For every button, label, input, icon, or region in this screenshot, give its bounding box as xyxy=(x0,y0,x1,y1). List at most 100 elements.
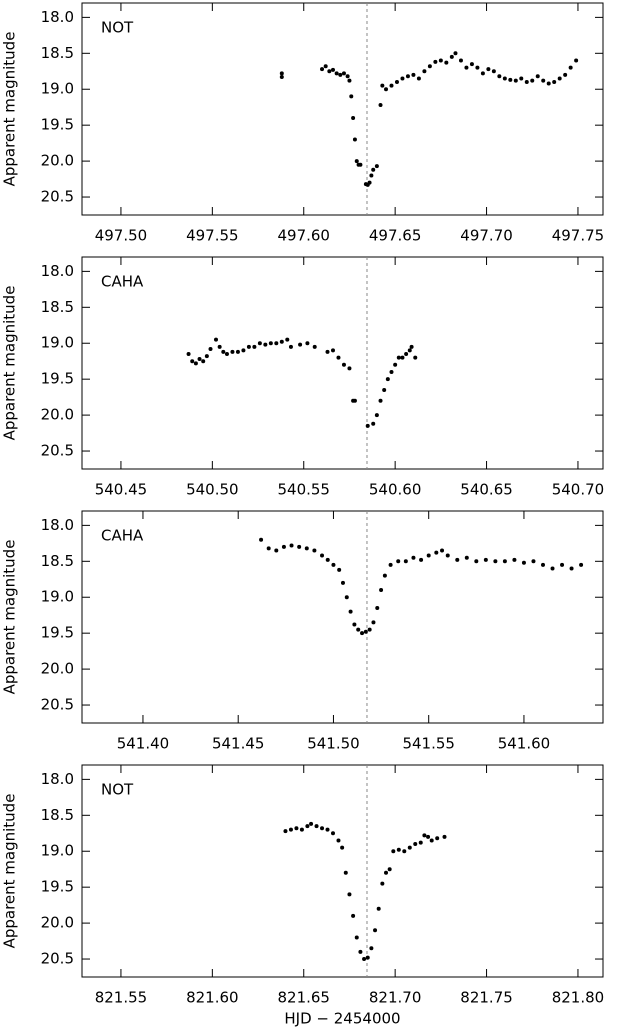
data-point xyxy=(347,892,352,897)
data-point xyxy=(411,555,416,560)
data-point xyxy=(279,71,284,76)
data-point xyxy=(422,69,427,74)
data-point xyxy=(297,544,302,549)
data-point xyxy=(389,83,394,88)
data-point xyxy=(445,553,450,558)
data-point xyxy=(574,58,579,63)
data-point xyxy=(438,58,443,63)
panel-label: NOT xyxy=(101,19,134,37)
y-tick-label: 18.0 xyxy=(41,8,74,26)
y-tick-label: 18.0 xyxy=(41,516,74,534)
y-tick-label: 18.5 xyxy=(41,806,74,824)
x-tick-label: 821.70 xyxy=(369,989,422,1007)
data-point xyxy=(405,74,410,79)
data-point xyxy=(221,349,226,354)
x-tick-label: 540.45 xyxy=(95,481,148,499)
y-tick-label: 19.5 xyxy=(41,370,74,388)
data-point xyxy=(453,51,458,56)
y-axis-label: Apparent magnitude xyxy=(1,540,19,695)
data-point xyxy=(422,833,427,838)
x-tick-label: 497.65 xyxy=(369,227,422,245)
data-point xyxy=(402,849,407,854)
data-point xyxy=(325,349,330,354)
x-tick-label: 821.75 xyxy=(460,989,513,1007)
data-point xyxy=(360,631,365,636)
data-point xyxy=(365,955,370,960)
data-point xyxy=(563,72,568,77)
data-point xyxy=(419,557,424,562)
data-point xyxy=(429,838,434,843)
data-point xyxy=(288,827,293,832)
data-point xyxy=(512,557,517,562)
data-point xyxy=(266,546,271,551)
data-point xyxy=(241,348,246,353)
panel-label: CAHA xyxy=(101,273,144,291)
data-point xyxy=(224,352,229,357)
data-point xyxy=(382,387,387,392)
data-point xyxy=(312,344,317,349)
data-point xyxy=(305,824,310,829)
data-point xyxy=(230,349,235,354)
y-tick-label: 19.5 xyxy=(41,116,74,134)
data-point xyxy=(217,344,222,349)
x-tick-label: 540.60 xyxy=(369,481,422,499)
data-point xyxy=(375,606,380,611)
y-tick-label: 20.5 xyxy=(41,696,74,714)
panel-label: NOT xyxy=(101,781,134,799)
data-point xyxy=(349,94,354,99)
data-point xyxy=(305,341,310,346)
x-tick-label: 821.65 xyxy=(277,989,330,1007)
data-point xyxy=(486,67,491,72)
data-point xyxy=(338,72,343,77)
plot-frame xyxy=(81,256,604,470)
data-point xyxy=(524,80,529,85)
x-tick-label: 821.80 xyxy=(552,989,605,1007)
data-point xyxy=(352,398,357,403)
data-point xyxy=(385,377,390,382)
data-point xyxy=(380,83,385,88)
x-tick-label: 497.50 xyxy=(95,227,148,245)
data-point xyxy=(546,81,551,86)
data-point xyxy=(356,627,361,632)
data-point xyxy=(552,80,557,85)
x-tick-label: 497.60 xyxy=(277,227,330,245)
data-point xyxy=(480,71,485,76)
data-point xyxy=(403,559,408,564)
data-point xyxy=(440,548,445,553)
data-point xyxy=(304,546,309,551)
data-point xyxy=(327,69,332,74)
data-point xyxy=(400,355,405,360)
y-tick-label: 20.0 xyxy=(41,914,74,932)
y-tick-label: 18.0 xyxy=(41,262,74,280)
plot-frame xyxy=(81,2,604,216)
data-point xyxy=(201,359,206,364)
y-tick-label: 18.5 xyxy=(41,44,74,62)
data-point xyxy=(382,573,387,578)
y-tick-label: 18.0 xyxy=(41,770,74,788)
y-tick-label: 19.0 xyxy=(41,842,74,860)
data-point xyxy=(320,826,325,831)
data-point xyxy=(281,544,286,549)
data-point xyxy=(416,76,421,81)
data-point xyxy=(396,355,401,360)
data-point xyxy=(464,65,469,70)
plot-frame xyxy=(81,510,604,724)
data-point xyxy=(426,553,431,558)
data-point xyxy=(371,167,376,172)
data-point xyxy=(362,957,367,962)
data-point xyxy=(334,71,339,76)
data-point xyxy=(320,67,325,72)
data-point xyxy=(246,344,251,349)
data-point xyxy=(409,344,414,349)
data-point xyxy=(531,559,536,564)
y-tick-label: 20.5 xyxy=(41,950,74,968)
data-point xyxy=(299,827,304,832)
data-point xyxy=(312,548,317,553)
data-point xyxy=(411,72,416,77)
data-point xyxy=(374,164,379,169)
data-point xyxy=(435,836,440,841)
data-point xyxy=(560,562,565,567)
data-point xyxy=(345,74,350,79)
data-point xyxy=(193,361,198,366)
y-tick-label: 19.0 xyxy=(41,588,74,606)
